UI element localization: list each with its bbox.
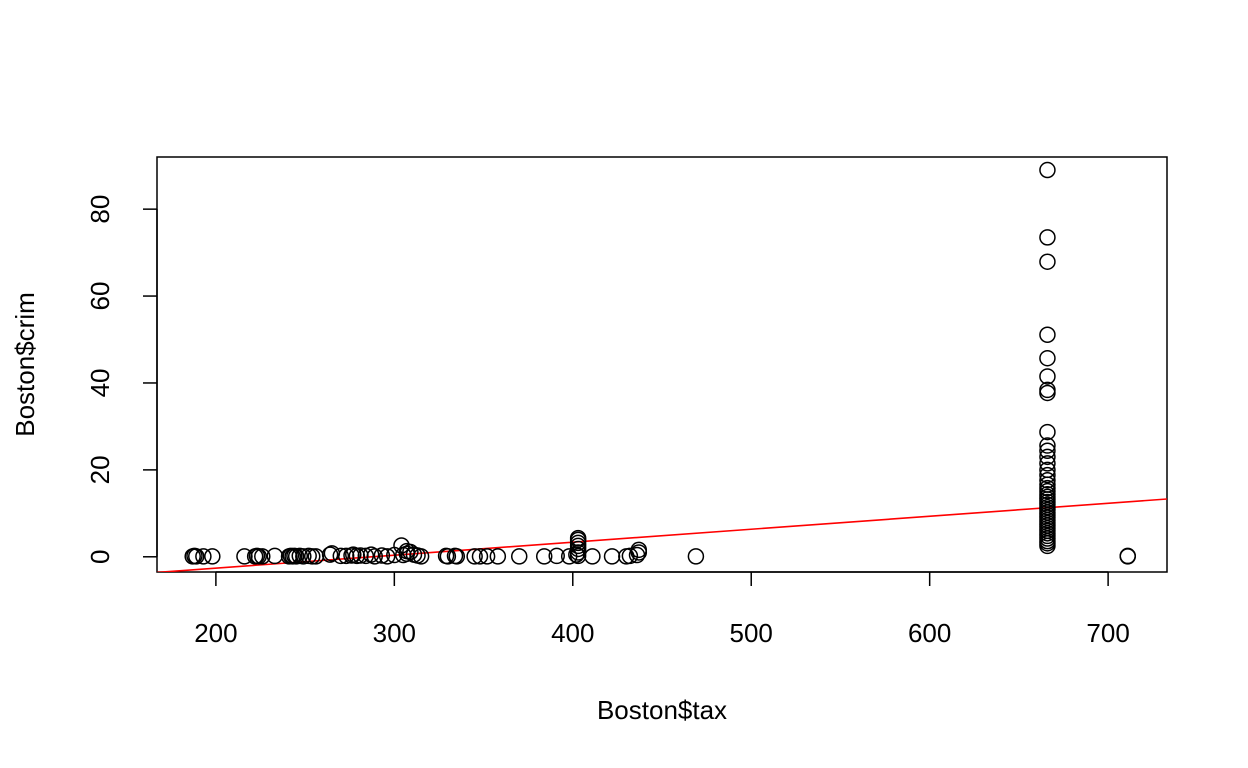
data-point — [510, 548, 528, 565]
data-point — [1039, 461, 1056, 479]
data-point — [1039, 423, 1056, 441]
data-point — [204, 548, 221, 565]
data-point — [378, 548, 396, 565]
data-point — [1119, 547, 1136, 565]
data-point — [1039, 437, 1056, 454]
data-point — [250, 548, 267, 565]
data-point — [366, 548, 383, 565]
data-point — [621, 547, 639, 565]
x-tick-label: 700 — [1086, 618, 1129, 648]
x-tick-label: 200 — [194, 618, 237, 648]
data-point — [321, 546, 339, 563]
y-tick-label: 0 — [85, 550, 115, 564]
data-point — [393, 537, 410, 554]
y-axis: 0 20 40 60 80 — [85, 195, 158, 564]
x-axis-label: Boston$tax — [597, 695, 727, 725]
data-point — [548, 547, 565, 565]
y-tick-label: 60 — [85, 282, 115, 311]
data-point — [603, 548, 621, 565]
y-tick-label: 20 — [85, 455, 115, 484]
data-point — [1039, 229, 1056, 246]
data-point — [471, 548, 489, 565]
data-point — [332, 547, 350, 565]
data-point — [687, 548, 705, 565]
data-point — [195, 548, 212, 565]
data-point — [1039, 161, 1056, 179]
data-point — [630, 541, 648, 559]
y-axis-label: Boston$crim — [10, 292, 40, 437]
y-tick-label: 40 — [85, 369, 115, 398]
data-point — [1039, 326, 1056, 343]
data-point — [1039, 253, 1056, 270]
data-point — [1039, 466, 1056, 484]
x-axis: 200 300 400 500 600 700 — [194, 571, 1130, 648]
data-point — [295, 548, 312, 565]
x-tick-label: 400 — [551, 618, 594, 648]
data-point — [1039, 384, 1056, 402]
data-point — [1039, 448, 1056, 466]
data-point — [303, 548, 321, 565]
data-point — [584, 548, 601, 565]
y-tick-label: 80 — [85, 195, 115, 224]
data-point — [466, 548, 483, 565]
data-point — [1039, 381, 1056, 399]
data-point — [1039, 455, 1056, 472]
data-point — [448, 548, 466, 565]
data-point — [1039, 368, 1056, 385]
x-tick-label: 500 — [730, 618, 773, 648]
data-point — [1039, 442, 1056, 460]
data-point — [439, 548, 457, 565]
x-tick-label: 300 — [373, 618, 416, 648]
data-point — [412, 548, 430, 565]
data-point — [489, 548, 507, 565]
x-tick-label: 600 — [908, 618, 951, 648]
data-point — [1039, 349, 1056, 367]
data-point — [373, 547, 391, 564]
data-point — [1039, 472, 1056, 489]
data-point — [535, 548, 553, 565]
data-point — [478, 548, 496, 565]
data-point — [569, 529, 587, 547]
data-point — [188, 548, 205, 565]
data-point — [254, 548, 271, 565]
points-layer — [184, 161, 1136, 565]
data-point — [1039, 479, 1056, 497]
